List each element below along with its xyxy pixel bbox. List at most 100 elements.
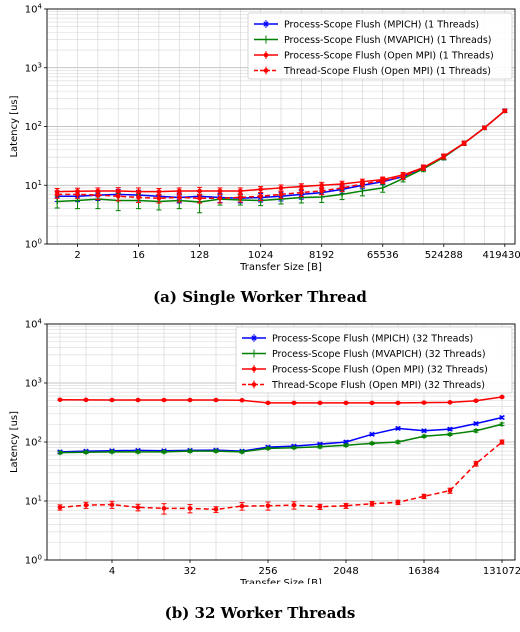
chart-a-series-2-point bbox=[156, 189, 162, 194]
chart-b-series-3-point bbox=[343, 503, 349, 509]
chart-b-series-0-point-stroke bbox=[499, 414, 505, 421]
chart-b-series-0-point bbox=[369, 431, 375, 437]
chart-a-series-2-point bbox=[176, 188, 182, 194]
chart-b-series-0-point-stroke bbox=[421, 428, 427, 434]
chart-a-legend-label-1: Process-Scope Flush (MVAPICH) (1 Threads… bbox=[284, 35, 492, 46]
chart-a-series-3-point bbox=[441, 154, 447, 159]
chart-b-series-0-point-stroke bbox=[473, 420, 479, 427]
chart-a-xtick-label: 4194304 bbox=[483, 250, 520, 261]
chart-a-series-3-point bbox=[95, 192, 101, 198]
chart-a-series-3-point bbox=[482, 125, 487, 131]
chart-a-ytick-label: 100 bbox=[25, 238, 42, 251]
chart-b-series-3-point bbox=[109, 502, 115, 507]
chart-b-ytick-label: 102 bbox=[25, 436, 42, 449]
chart-b-series-3-point bbox=[187, 506, 193, 511]
chart-a-ytick-label: 104 bbox=[25, 3, 43, 16]
chart-a-series-3-point bbox=[319, 188, 324, 194]
chart-b-series-3-line bbox=[59, 441, 503, 511]
chart-b-series-0-point bbox=[473, 420, 479, 427]
chart-a-xtick-label: 2 bbox=[74, 250, 80, 261]
chart-a-xlabel: Transfer Size [B] bbox=[239, 262, 322, 272]
chart-a-legend-label-0: Process-Scope Flush (MPICH) (1 Threads) bbox=[284, 20, 479, 31]
chart-a-series-2-point bbox=[238, 188, 243, 194]
chart-b-series-3-point bbox=[499, 439, 505, 445]
chart-a-svg: 100 101 102 103 104 2 16 128 1024 8192 65536 524288… bbox=[9, 3, 520, 273]
chart-b-series-3-point bbox=[239, 503, 245, 509]
chart-a-series-2-point bbox=[197, 188, 202, 194]
chart-b-legend-marker-2 bbox=[251, 366, 257, 372]
chart-b-legend: Process-Scope Flush (MPICH) (32 Threads)… bbox=[235, 326, 513, 394]
chart-a-series-3-point bbox=[54, 192, 60, 197]
chart-b-xtick-label: 4 bbox=[109, 566, 115, 577]
chart-a-xtick-label: 8192 bbox=[309, 250, 334, 261]
chart-a-series-2-point bbox=[258, 187, 263, 192]
chart-a-xtick-label: 65536 bbox=[367, 250, 399, 261]
chart-b-series-3-point bbox=[57, 505, 63, 510]
chart-b-legend-box bbox=[235, 326, 513, 394]
chart-b-legend-marker-0 bbox=[251, 335, 257, 341]
chart-b-ytick-label: 101 bbox=[25, 495, 42, 508]
chart-a-xtick-label: 1024 bbox=[248, 250, 273, 261]
chart-a-series-2-point bbox=[217, 188, 223, 194]
chart-b-series-2-point bbox=[447, 400, 453, 405]
chart-b-ylabel: Latency [us] bbox=[9, 411, 20, 473]
chart-b-series-0-point-stroke bbox=[395, 425, 401, 432]
chart-a-legend-label-2: Process-Scope Flush (Open MPI) (1 Thread… bbox=[284, 51, 494, 62]
chart-b-series-2-point bbox=[161, 397, 167, 403]
chart-b-series-2-point bbox=[135, 397, 141, 403]
chart-b-series-0-point-stroke bbox=[343, 439, 349, 445]
chart-a-series-2-point bbox=[319, 182, 324, 188]
chart-b-series-0-point-stroke bbox=[369, 431, 375, 437]
chart-b-series-0-point bbox=[447, 426, 453, 432]
chart-b-ytick-label: 104 bbox=[25, 318, 43, 331]
chart-b-series-0-point bbox=[395, 425, 401, 432]
chart-b-series-3-point bbox=[161, 506, 167, 511]
chart-b-series-2-point bbox=[369, 400, 375, 406]
chart-a-xtick-label: 16 bbox=[132, 250, 145, 261]
chart-b-legend-label-0: Process-Scope Flush (MPICH) (32 Threads) bbox=[272, 334, 473, 345]
chart-a-legend: Process-Scope Flush (MPICH) (1 Threads) P… bbox=[247, 12, 513, 80]
chart-b-plot-frame bbox=[46, 323, 516, 561]
chart-b-caption: (b) 32 Worker Threads bbox=[164, 604, 356, 622]
chart-b-series-1-line bbox=[59, 423, 503, 454]
chart-panel-a: 100 101 102 103 104 2 16 128 1024 8192 65536 524288… bbox=[0, 0, 520, 273]
chart-a-series-3-point bbox=[278, 192, 284, 197]
chart-b-series-2-point bbox=[83, 397, 89, 403]
chart-a-series-3-point bbox=[217, 195, 223, 201]
chart-b-xtick-label: 2048 bbox=[333, 566, 358, 577]
chart-a-series-3-point bbox=[156, 195, 162, 201]
chart-b-xtick-label: 256 bbox=[258, 566, 277, 577]
chart-b-xtick-label: 16384 bbox=[408, 566, 440, 577]
chart-b-series-3-point bbox=[213, 507, 219, 512]
chart-a-series-2-point bbox=[278, 185, 284, 191]
chart-b-series-2-point bbox=[421, 400, 427, 405]
chart-a-xtick-label: 128 bbox=[190, 250, 209, 261]
chart-b-series-0-point-stroke bbox=[447, 426, 453, 432]
chart-b-series-3-point bbox=[421, 494, 427, 499]
chart-b-series-2-point bbox=[213, 397, 219, 403]
chart-b-series-2-line bbox=[59, 396, 503, 404]
chart-a-series-3-point bbox=[115, 193, 121, 199]
chart-a-series-3-point bbox=[502, 108, 508, 114]
chart-b-series-3-point bbox=[395, 500, 401, 505]
chart-a-series-3-point bbox=[380, 178, 386, 183]
chart-b-ytick-label: 103 bbox=[25, 377, 42, 390]
chart-b-xtick-label: 131072 bbox=[483, 566, 520, 577]
chart-a-xtick-label: 524288 bbox=[425, 250, 463, 261]
chart-a-series-3-point bbox=[339, 185, 345, 191]
chart-b-series-2-point bbox=[317, 400, 323, 406]
chart-b-series-2-point bbox=[239, 397, 245, 403]
chart-a-series-3-point bbox=[299, 190, 304, 195]
chart-b-series-0-point bbox=[421, 428, 427, 434]
chart-b-series-3-point bbox=[135, 505, 141, 510]
chart-b-legend-label-3: Thread-Scope Flush (Open MPI) (32 Thread… bbox=[271, 380, 485, 391]
chart-b-series-2-point bbox=[395, 400, 401, 406]
chart-b-legend-label-2: Process-Scope Flush (Open MPI) (32 Threa… bbox=[272, 365, 488, 376]
chart-a-legend-marker-3 bbox=[263, 68, 269, 73]
chart-a-series-2-point bbox=[136, 189, 141, 194]
chart-b-legend-label-1: Process-Scope Flush (MVAPICH) (32 Thread… bbox=[272, 349, 486, 360]
chart-b-series-3-point bbox=[473, 461, 479, 466]
chart-a-ylabel: Latency [us] bbox=[9, 95, 20, 157]
chart-a-legend-marker-0 bbox=[263, 21, 269, 27]
chart-b-series-2-point bbox=[499, 394, 505, 400]
